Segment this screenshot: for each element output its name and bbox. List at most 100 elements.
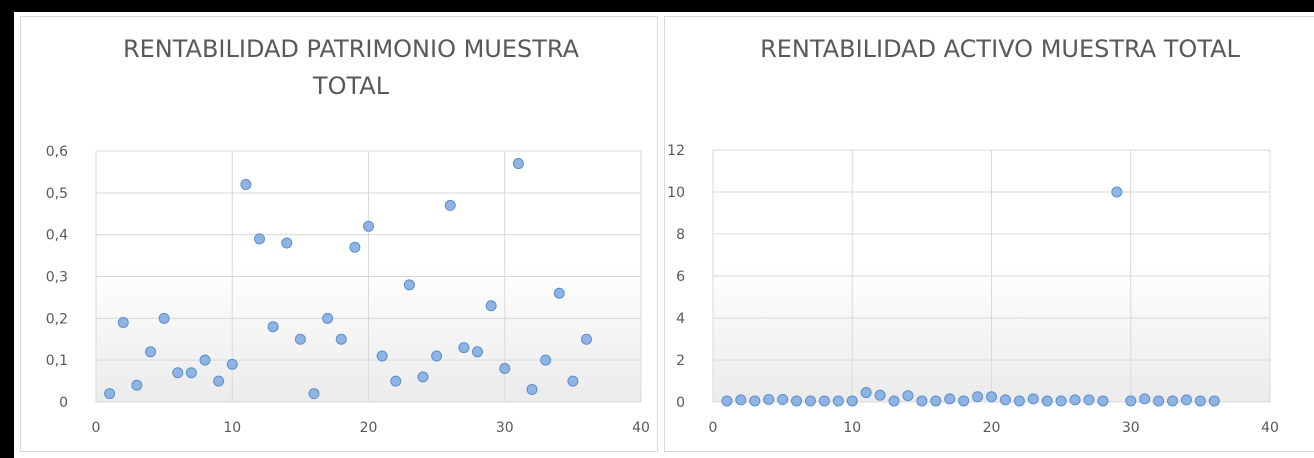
data-point xyxy=(403,279,415,291)
data-point xyxy=(930,395,942,407)
x-tick-label: 10 xyxy=(843,420,861,436)
data-point xyxy=(444,199,456,211)
data-point xyxy=(267,321,279,333)
y-tick-label: 2 xyxy=(676,353,685,369)
data-point xyxy=(1208,395,1220,407)
data-point xyxy=(581,333,592,345)
data-point xyxy=(999,394,1011,406)
data-point xyxy=(818,395,830,407)
data-point xyxy=(721,395,733,407)
data-point xyxy=(1055,395,1067,407)
x-tick-label: 40 xyxy=(1261,420,1279,436)
data-point xyxy=(322,312,334,324)
x-tick-label: 30 xyxy=(1122,420,1140,436)
chart-panel-rentabilidad-activo[interactable]: RENTABILIDAD ACTIVO MUESTRA TOTAL 0 2 4 6 8 1… xyxy=(664,16,1314,452)
data-point xyxy=(958,395,970,407)
data-point xyxy=(944,393,956,405)
data-point xyxy=(158,312,170,324)
chart-title: RENTABILIDAD PATRIMONIO MUESTRA TOTAL xyxy=(122,35,580,100)
y-tick-label: 0,6 xyxy=(46,144,68,160)
y-tick-label: 0,3 xyxy=(46,270,68,286)
data-point xyxy=(791,395,803,407)
data-point xyxy=(104,388,116,400)
data-point xyxy=(281,237,293,249)
data-point xyxy=(902,390,914,402)
data-point xyxy=(1041,395,1053,407)
data-point xyxy=(226,358,238,370)
data-point xyxy=(499,363,511,375)
data-point xyxy=(458,342,470,354)
data-point xyxy=(832,395,844,407)
data-point xyxy=(1083,394,1095,406)
y-tick-label: 0,4 xyxy=(46,228,68,244)
data-point xyxy=(294,333,306,345)
data-point xyxy=(777,393,789,405)
data-point xyxy=(1139,393,1151,405)
data-point xyxy=(1013,395,1025,407)
data-point xyxy=(1153,395,1165,407)
data-point xyxy=(145,346,156,358)
data-point xyxy=(240,178,252,190)
y-tick-label: 0 xyxy=(676,395,685,411)
scatter-chart-patrimonio: 0 0,1 0,2 0,3 0,4 0,5 0,6 0 10 20 30 40 xyxy=(46,144,650,436)
data-point xyxy=(749,395,761,407)
data-point xyxy=(1069,394,1081,406)
y-tick-label: 12 xyxy=(667,143,685,159)
y-tick-label: 0,2 xyxy=(46,311,68,327)
data-point xyxy=(131,379,143,391)
data-point xyxy=(117,317,129,329)
data-point xyxy=(390,375,402,387)
y-tick-label: 10 xyxy=(667,185,685,201)
data-point xyxy=(888,395,900,407)
data-point xyxy=(485,300,497,312)
data-point xyxy=(349,241,361,253)
data-point xyxy=(213,375,225,387)
x-tick-label: 0 xyxy=(92,420,101,436)
data-point xyxy=(860,387,872,399)
data-point xyxy=(804,395,816,407)
x-tick-label: 20 xyxy=(983,420,1001,436)
data-point xyxy=(254,233,265,245)
data-point xyxy=(335,333,347,345)
data-point xyxy=(417,371,429,383)
data-point xyxy=(972,391,984,403)
data-point xyxy=(308,388,320,400)
y-tick-label: 6 xyxy=(676,269,685,285)
x-tick-label: 20 xyxy=(360,420,378,436)
data-point xyxy=(1167,395,1179,407)
data-point xyxy=(363,220,374,232)
data-point xyxy=(512,158,524,170)
y-tick-label: 0,5 xyxy=(46,186,68,202)
data-point xyxy=(1097,395,1109,407)
data-point xyxy=(846,395,858,407)
data-point xyxy=(172,367,184,379)
y-tick-label: 4 xyxy=(676,311,685,327)
data-point xyxy=(874,389,886,401)
data-point xyxy=(540,354,552,366)
data-point xyxy=(567,375,579,387)
y-tick-label: 8 xyxy=(676,227,685,243)
data-point xyxy=(431,350,443,362)
data-point xyxy=(472,346,483,358)
data-point xyxy=(763,393,775,405)
chart-title: RENTABILIDAD ACTIVO MUESTRA TOTAL xyxy=(760,35,1240,63)
data-point xyxy=(526,383,538,395)
x-tick-label: 10 xyxy=(223,420,241,436)
data-point xyxy=(1027,393,1039,405)
data-point xyxy=(185,367,197,379)
data-point xyxy=(376,350,388,362)
data-point xyxy=(1194,395,1206,407)
data-point xyxy=(735,394,747,406)
data-point xyxy=(1125,395,1137,407)
data-point xyxy=(1180,394,1192,406)
y-tick-label: 0,1 xyxy=(46,353,68,369)
data-point xyxy=(986,391,997,403)
x-tick-label: 30 xyxy=(496,420,514,436)
scatter-chart-activo: 0 2 4 6 8 10 12 0 10 20 30 40 xyxy=(667,143,1279,436)
y-tick-label: 0 xyxy=(59,395,68,411)
data-point xyxy=(1111,186,1123,198)
x-tick-label: 0 xyxy=(709,420,718,436)
x-tick-label: 40 xyxy=(632,420,650,436)
data-point xyxy=(916,395,928,407)
